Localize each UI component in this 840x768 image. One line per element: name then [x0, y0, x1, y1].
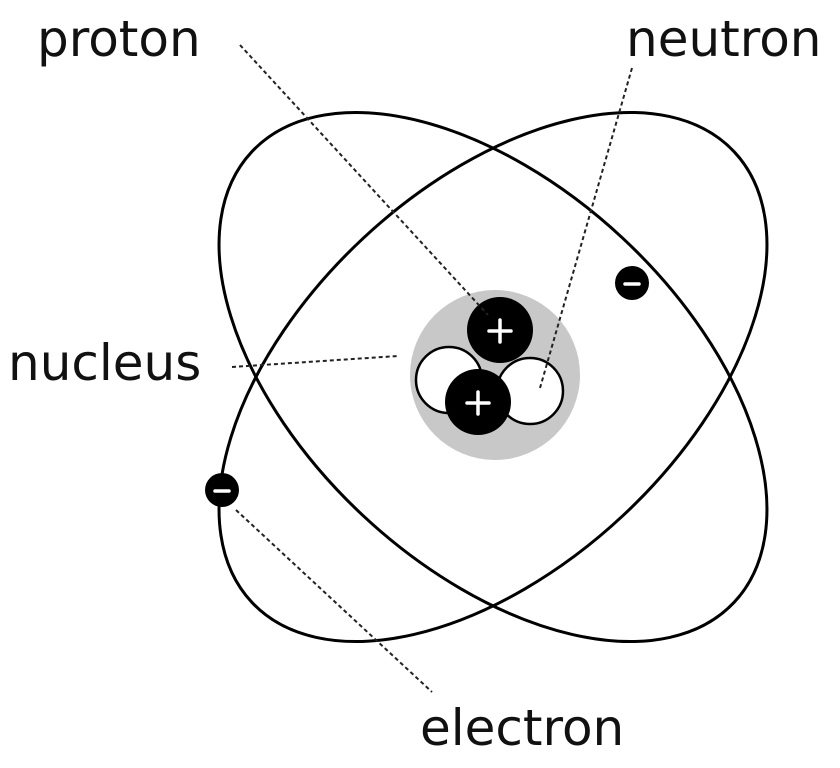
proton-top	[467, 297, 533, 363]
electron-leader-line	[235, 509, 433, 693]
electron-label: electron	[420, 699, 624, 757]
proton-bottom	[445, 369, 511, 435]
orbit-ellipse-2	[217, 110, 769, 644]
electron-left	[205, 473, 239, 507]
nucleus-leader-line	[231, 355, 399, 368]
orbit-ellipse-1	[217, 110, 769, 644]
nucleus-label: nucleus	[8, 334, 201, 392]
electron-right	[615, 266, 649, 300]
proton-label: proton	[37, 10, 201, 68]
neutron-label: neutron	[626, 10, 821, 68]
proton-leader-line	[239, 44, 489, 316]
